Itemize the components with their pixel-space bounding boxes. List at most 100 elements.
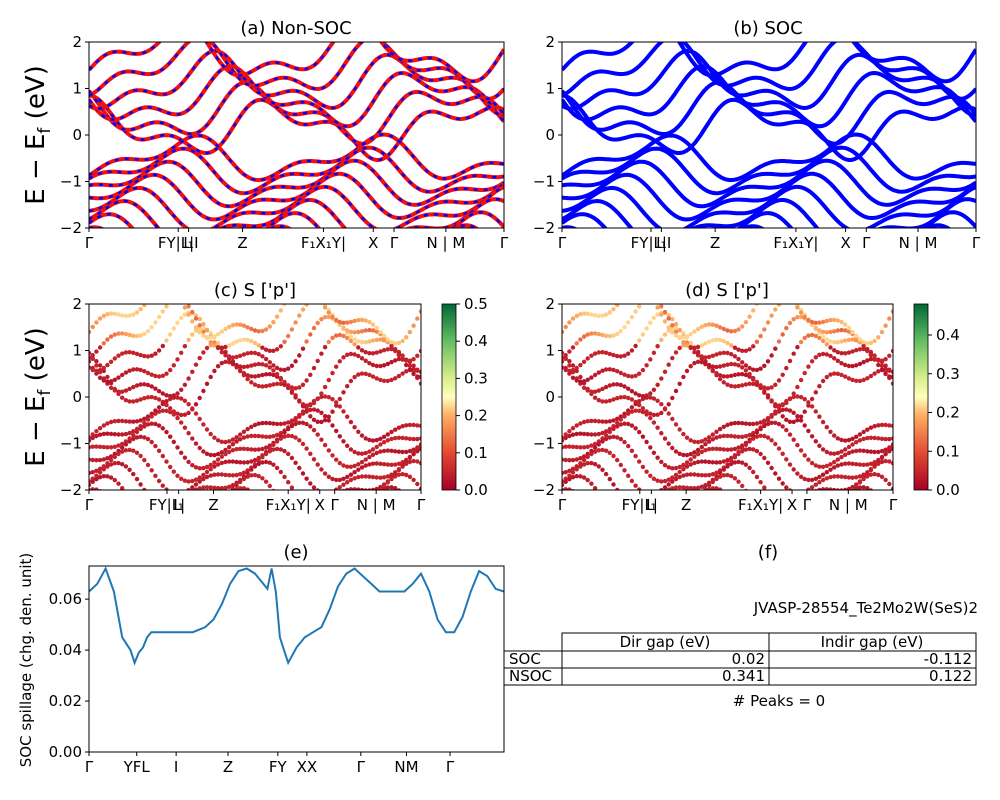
band-dot <box>692 499 696 503</box>
band-dot <box>234 354 239 360</box>
band-dot <box>890 381 893 386</box>
band-dot <box>385 347 390 352</box>
band-dot <box>204 464 210 470</box>
band-dot <box>312 298 316 302</box>
band-dot <box>304 339 309 344</box>
band-dot <box>699 354 704 360</box>
band-line <box>562 145 976 196</box>
band-dot <box>396 353 402 358</box>
band-dot <box>297 313 302 318</box>
band-dot <box>193 477 199 482</box>
band-dot <box>316 516 320 520</box>
band-dot <box>567 468 572 473</box>
band-dot <box>160 426 165 431</box>
band-dot <box>666 313 671 318</box>
band-dot <box>578 362 583 368</box>
band-dot <box>574 474 579 479</box>
band-dot <box>673 333 679 338</box>
band-dot <box>725 362 730 367</box>
band-dot <box>197 445 202 451</box>
band-dot <box>252 422 258 428</box>
band-dot <box>706 354 712 360</box>
x-tick-label: N | M <box>357 496 396 514</box>
band-dot <box>297 465 302 471</box>
band-dot <box>607 333 612 339</box>
band-dot <box>367 327 372 333</box>
band-dot <box>670 466 675 471</box>
band-dot <box>297 414 302 419</box>
band-dot <box>684 485 690 490</box>
band-dot <box>828 487 833 490</box>
band-dot <box>227 459 232 464</box>
band-dot <box>175 395 180 400</box>
band-dot <box>596 388 601 393</box>
band-dot <box>622 528 626 532</box>
band-dot <box>662 332 668 337</box>
band-dot <box>215 472 221 477</box>
band-dot <box>138 367 143 373</box>
band-dot <box>596 464 601 469</box>
band-dot <box>677 485 682 490</box>
band-dot <box>600 419 605 424</box>
band-dot <box>271 382 276 387</box>
band-dot <box>714 352 719 357</box>
band-dot <box>271 488 276 490</box>
band-dot <box>349 513 353 517</box>
band-dot <box>179 387 184 392</box>
band-dot <box>603 367 609 372</box>
band-dot <box>695 447 701 453</box>
band-dot <box>186 499 190 503</box>
band-dot <box>857 432 863 437</box>
band-dot <box>820 487 826 490</box>
band-dot <box>846 350 852 355</box>
band-dot <box>193 362 199 367</box>
band-dot <box>223 485 228 490</box>
band-dot <box>234 362 239 368</box>
x-tick-label: Γ <box>357 758 366 776</box>
band-dot <box>175 357 180 362</box>
band-dot <box>120 351 125 356</box>
band-dot <box>732 384 738 389</box>
band-dot <box>293 386 298 391</box>
panel-d: (d) S ['p'] 210−1−2 Γ FY|L|I₁ Z F₁X₁Y| X Γ N |… <box>533 280 960 534</box>
band-dot <box>655 478 660 483</box>
band-dot <box>861 339 866 345</box>
band-dot <box>666 487 671 490</box>
band-dot <box>751 447 756 452</box>
band-dot <box>145 382 151 388</box>
band-dot <box>817 384 822 389</box>
band-dot <box>619 530 623 534</box>
band-dot <box>378 436 383 441</box>
band-dot <box>168 490 172 494</box>
band-dot <box>131 448 136 453</box>
band-dot <box>230 459 236 464</box>
band-dot <box>887 459 892 464</box>
band-dot <box>249 363 254 368</box>
band-dot <box>105 456 110 461</box>
band-dot <box>311 365 317 371</box>
band-dot <box>781 299 785 303</box>
band-dot <box>703 486 708 490</box>
band-dot <box>271 368 276 373</box>
band-dot <box>418 446 421 452</box>
band-dot <box>120 372 125 378</box>
band-dot <box>223 359 228 364</box>
band-dot <box>393 486 398 490</box>
band-dot <box>263 383 269 389</box>
band-dot <box>94 444 99 449</box>
band-dot <box>223 451 228 457</box>
band-dot <box>378 363 383 369</box>
x-tick-label: FY|L| <box>149 496 185 514</box>
x-tick-label: Γ <box>331 496 340 514</box>
band-dot <box>681 462 686 468</box>
band-dot <box>795 442 800 448</box>
band-dot <box>230 360 236 365</box>
band-dot <box>124 521 128 525</box>
band-dot <box>411 436 416 442</box>
band-dot <box>821 513 825 517</box>
band-dot <box>714 486 719 490</box>
band-dot <box>407 367 413 373</box>
band-dot <box>267 372 272 377</box>
band-dot <box>659 479 664 484</box>
band-dot <box>879 448 885 454</box>
